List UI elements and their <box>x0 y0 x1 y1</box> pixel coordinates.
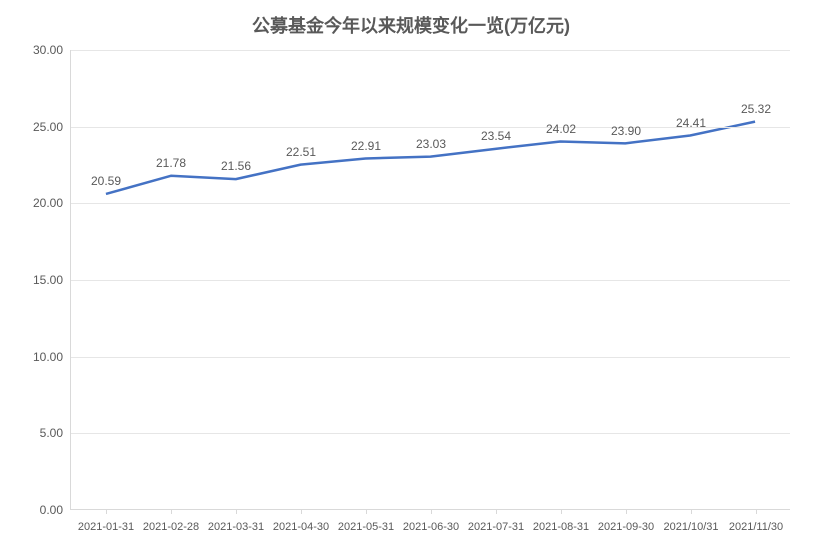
data-point-label: 24.02 <box>546 122 576 136</box>
data-point-label: 24.41 <box>676 116 706 130</box>
x-tick <box>561 509 562 514</box>
x-tick <box>366 509 367 514</box>
data-point-label: 22.91 <box>351 139 381 153</box>
y-axis-label: 30.00 <box>21 43 63 57</box>
data-point-label: 21.56 <box>221 159 251 173</box>
x-tick <box>756 509 757 514</box>
x-tick <box>106 509 107 514</box>
x-tick <box>171 509 172 514</box>
x-axis-label: 2021-06-30 <box>403 521 459 533</box>
data-point-label: 23.54 <box>481 129 511 143</box>
x-axis-label: 2021-09-30 <box>598 521 654 533</box>
x-axis-label: 2021-02-28 <box>143 521 199 533</box>
x-axis-label: 2021-01-31 <box>78 521 134 533</box>
y-axis-label: 10.00 <box>21 350 63 364</box>
x-tick <box>301 509 302 514</box>
x-axis-label: 2021-05-31 <box>338 521 394 533</box>
x-tick <box>431 509 432 514</box>
x-tick <box>496 509 497 514</box>
chart-container: 公募基金今年以来规模变化一览(万亿元) 0.005.0010.0015.0020… <box>0 0 822 558</box>
x-axis-label: 2021/10/31 <box>663 521 718 533</box>
x-tick <box>691 509 692 514</box>
data-point-label: 22.51 <box>286 145 316 159</box>
gridline <box>71 357 790 358</box>
gridline <box>71 203 790 204</box>
x-axis-label: 2021-04-30 <box>273 521 329 533</box>
x-axis-label: 2021-03-31 <box>208 521 264 533</box>
y-axis-label: 0.00 <box>21 503 63 517</box>
y-axis-label: 15.00 <box>21 273 63 287</box>
y-axis-label: 25.00 <box>21 120 63 134</box>
y-axis-label: 5.00 <box>21 426 63 440</box>
gridline <box>71 50 790 51</box>
x-tick <box>236 509 237 514</box>
plot-area: 0.005.0010.0015.0020.0025.0030.002021-01… <box>70 50 790 510</box>
gridline <box>71 280 790 281</box>
data-point-label: 20.59 <box>91 174 121 188</box>
x-axis-label: 2021-08-31 <box>533 521 589 533</box>
line-path <box>106 122 755 194</box>
x-axis-label: 2021-07-31 <box>468 521 524 533</box>
y-axis-label: 20.00 <box>21 196 63 210</box>
data-point-label: 21.78 <box>156 156 186 170</box>
x-axis-label: 2021/11/30 <box>729 521 783 533</box>
x-tick <box>626 509 627 514</box>
data-point-label: 23.03 <box>416 137 446 151</box>
data-point-label: 25.32 <box>741 102 771 116</box>
data-point-label: 23.90 <box>611 124 641 138</box>
gridline <box>71 433 790 434</box>
chart-title: 公募基金今年以来规模变化一览(万亿元) <box>0 0 822 38</box>
